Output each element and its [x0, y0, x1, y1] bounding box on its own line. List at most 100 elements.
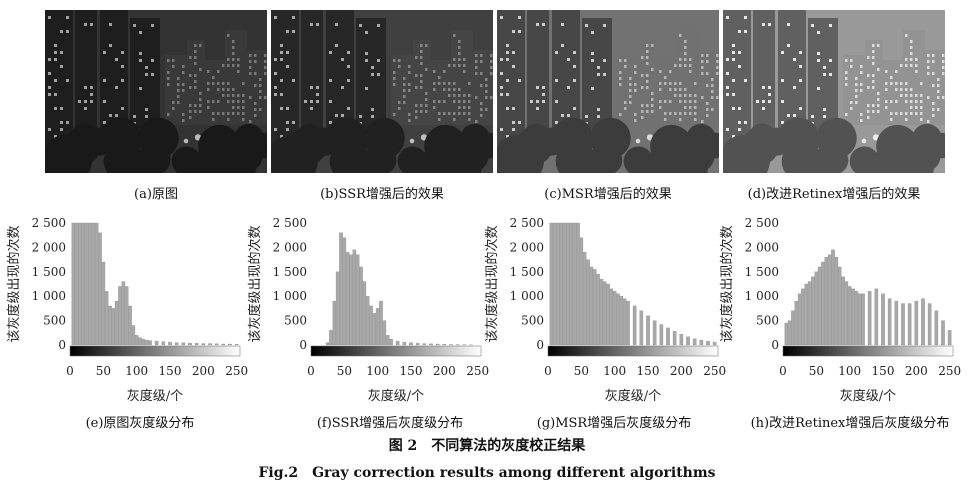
histogram-bar [78, 222, 82, 346]
y-axis-label: 该灰度级出现的次数 [484, 225, 500, 342]
histogram-bar [124, 286, 129, 346]
histogram-bar [821, 261, 825, 346]
night-city-image [45, 10, 267, 173]
histogram-bar [794, 300, 799, 346]
x-tick-label: 150 [872, 364, 895, 378]
histogram-bar [355, 254, 360, 346]
histogram-bar [712, 341, 717, 346]
histogram-bar [887, 298, 892, 346]
histogram-bar [844, 281, 849, 346]
histogram-bar [666, 327, 670, 346]
histogram-bar [811, 276, 815, 346]
histogram-bar [881, 293, 885, 346]
y-tick-label: 1 000 [510, 289, 544, 303]
y-tick-label: 2 000 [745, 240, 779, 254]
histogram-bar [804, 283, 809, 346]
photo-caption: (d)改进Retinex增强后的效果 [747, 187, 921, 202]
histogram-bar [429, 343, 433, 346]
x-tick-label: 150 [400, 364, 423, 378]
histogram-bar [626, 300, 630, 346]
x-tick-label: 100 [838, 364, 861, 378]
histogram-bar [359, 266, 363, 346]
y-axis-label: 该灰度级出现的次数 [247, 225, 263, 342]
histogram-bar [422, 343, 427, 346]
y-tick-label: 1 500 [273, 265, 307, 279]
histogram-bar [857, 293, 862, 346]
night-city-image [723, 10, 945, 173]
y-tick-label: 0 [299, 338, 307, 352]
histogram-bar [121, 281, 126, 346]
x-axis-label: 灰度级/个 [127, 388, 183, 404]
photo-ssr [271, 10, 493, 173]
x-tick-label: 100 [603, 364, 626, 378]
histogram-bar [851, 288, 855, 346]
histogram-bar [576, 222, 580, 346]
x-tick-label: 250 [938, 364, 961, 378]
histogram-bar [332, 300, 337, 346]
histogram-bar [914, 300, 919, 346]
histogram-bar [589, 266, 594, 346]
histogram-bar [71, 222, 76, 346]
histogram-bar [144, 339, 149, 346]
histogram-bar [582, 252, 587, 346]
histogram-bar [901, 303, 905, 346]
x-tick-label: 50 [96, 364, 111, 378]
histogram-bar [552, 222, 557, 346]
x-tick-label: 250 [225, 364, 248, 378]
night-city-image [271, 10, 493, 173]
x-tick-label: 0 [307, 364, 315, 378]
histogram-bar [168, 341, 172, 346]
histogram-bar [148, 340, 152, 346]
histogram-caption: (f)SSR增强后灰度级分布 [316, 416, 464, 431]
histogram-bar [599, 278, 604, 346]
histogram-bar [188, 342, 192, 346]
histogram-bar [74, 222, 79, 346]
photo-caption: (a)原图 [134, 187, 178, 202]
histogram-bar [335, 271, 340, 346]
histogram-caption: (e)原图灰度级分布 [85, 416, 195, 431]
histogram-bar [947, 330, 952, 346]
y-axis-label: 该灰度级出现的次数 [719, 225, 735, 342]
histogram-bar [861, 293, 865, 346]
histogram-bar [784, 322, 789, 346]
y-tick-label: 2 000 [32, 240, 66, 254]
histogram-bar [435, 343, 440, 346]
histogram-original: 0 500 1 000 1 500 2 000 2 500 0 50 100 150 200 250 灰… [4, 205, 248, 405]
histogram-bar [365, 296, 370, 346]
y-tick-label: 0 [58, 338, 66, 352]
histogram-bar [94, 222, 99, 346]
y-tick-label: 1 000 [32, 289, 66, 303]
histogram-bar [699, 339, 704, 346]
y-tick-label: 2 500 [32, 216, 66, 230]
histogram-bar [141, 338, 146, 346]
histogram-bar [596, 274, 600, 346]
y-tick-label: 500 [756, 314, 779, 328]
histogram-bar [609, 288, 614, 346]
histogram-bar [817, 266, 822, 346]
histogram-bar [214, 343, 219, 346]
histogram-bar [801, 288, 805, 346]
histogram-bar [841, 276, 845, 346]
x-tick-label: 0 [779, 364, 787, 378]
histogram-bar [679, 334, 684, 346]
histogram-bar [787, 320, 792, 346]
y-axis-label: 该灰度级出现的次数 [6, 225, 22, 342]
histogram-bar [325, 342, 330, 346]
histogram-bar [201, 343, 206, 346]
y-tick-label: 500 [43, 314, 66, 328]
x-tick-label: 200 [670, 364, 693, 378]
histogram-bar [131, 325, 136, 346]
gray-level-strip [782, 345, 954, 357]
histogram-bar [98, 232, 102, 346]
histogram-bar [827, 254, 832, 346]
histogram-bar [128, 305, 132, 346]
photo-msr [497, 10, 719, 173]
histogram-bar [854, 291, 859, 346]
photo-original [45, 10, 267, 173]
y-tick-label: 1 500 [32, 265, 66, 279]
gray-level-strip [69, 345, 241, 357]
histogram-bar [349, 254, 353, 346]
histogram-bar [927, 303, 932, 346]
histogram-bar [706, 340, 710, 346]
histogram-bar [91, 222, 96, 346]
